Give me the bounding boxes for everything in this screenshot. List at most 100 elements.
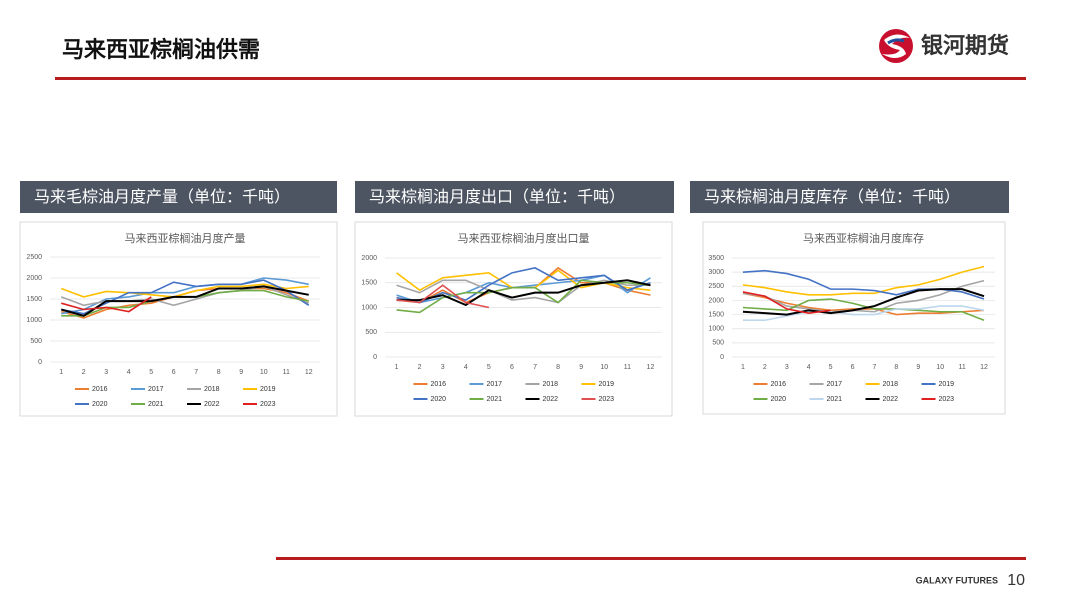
legend-label: 2023: [939, 396, 955, 403]
header-rule: [55, 77, 1026, 80]
y-tick-label: 2500: [708, 283, 724, 290]
x-tick-label: 11: [624, 364, 631, 371]
footer-rule: [276, 557, 1026, 560]
legend-label: 2018: [204, 386, 220, 393]
legend-label: 2021: [827, 396, 843, 403]
y-tick-label: 1500: [361, 280, 377, 287]
slide-title: 马来西亚棕榈油供需: [62, 37, 260, 62]
x-tick-label: 6: [851, 364, 855, 371]
legend-label: 2019: [939, 381, 955, 388]
x-tick-label: 10: [936, 364, 944, 371]
chart-frame: [19, 221, 338, 417]
x-tick-label: 6: [510, 364, 514, 371]
x-tick-label: 1: [395, 364, 399, 371]
series-line: [61, 279, 310, 315]
panel-header: [690, 181, 1009, 213]
y-tick-label: 1500: [708, 311, 724, 318]
series-line: [396, 279, 651, 307]
legend-label: 2019: [260, 386, 276, 393]
x-tick-label: 1: [741, 364, 745, 371]
legend-label: 2022: [543, 396, 559, 403]
x-tick-label: 7: [194, 369, 198, 376]
panel-header: [355, 181, 674, 213]
x-tick-label: 12: [305, 369, 313, 376]
legend-label: 2021: [148, 401, 164, 408]
chart-title: 马来西亚棕榈油月度产量: [125, 231, 246, 245]
y-tick-label: 500: [30, 338, 42, 345]
x-tick-label: 9: [916, 364, 920, 371]
x-tick-label: 9: [579, 364, 583, 371]
series-line: [742, 279, 985, 313]
legend-label: 2020: [92, 401, 108, 408]
x-tick-label: 5: [829, 364, 833, 371]
x-tick-label: 3: [441, 364, 445, 371]
y-tick-label: 3000: [708, 269, 724, 276]
x-tick-label: 8: [217, 369, 221, 376]
legend-label: 2017: [148, 386, 164, 393]
series-line: [742, 288, 985, 316]
chart-frame: [354, 221, 673, 417]
series-line: [396, 279, 651, 304]
y-tick-label: 3500: [708, 255, 724, 262]
x-tick-label: 1: [59, 369, 63, 376]
x-tick-label: 12: [647, 364, 655, 371]
legend-label: 2017: [827, 381, 843, 388]
y-tick-label: 2500: [26, 254, 42, 261]
page-number: 10: [1007, 572, 1025, 589]
y-tick-label: 2000: [708, 297, 724, 304]
x-tick-label: 5: [487, 364, 491, 371]
footer-brand: GALAXY FUTURES: [916, 575, 998, 585]
y-tick-label: 2000: [361, 255, 377, 262]
legend-label: 2018: [883, 381, 899, 388]
logo-text: 银河期货: [921, 33, 1009, 58]
y-tick-label: 1000: [26, 317, 42, 324]
x-tick-label: 4: [127, 369, 131, 376]
x-tick-label: 2: [418, 364, 422, 371]
x-tick-label: 12: [980, 364, 988, 371]
series-line: [742, 305, 985, 322]
x-tick-label: 9: [239, 369, 243, 376]
series-line: [60, 283, 309, 298]
series-line: [61, 296, 152, 313]
x-tick-label: 7: [533, 364, 537, 371]
series-line: [742, 291, 831, 314]
x-tick-label: 10: [260, 369, 268, 376]
x-tick-label: 2: [763, 364, 767, 371]
series-line: [742, 298, 985, 321]
legend-label: 2023: [260, 401, 276, 408]
panel-title: 马来棕榈油月度库存（单位：千吨）: [704, 188, 960, 206]
chart-title: 马来西亚棕榈油月度出口量: [458, 231, 590, 245]
y-tick-label: 1000: [361, 304, 377, 311]
x-tick-label: 4: [807, 364, 811, 371]
y-tick-label: 500: [712, 340, 724, 347]
y-tick-label: 1000: [708, 326, 724, 333]
y-tick-label: 500: [365, 329, 377, 336]
x-tick-label: 4: [464, 364, 468, 371]
legend-label: 2021: [487, 396, 503, 403]
legend-label: 2022: [204, 401, 220, 408]
x-tick-label: 10: [600, 364, 608, 371]
legend-label: 2020: [771, 396, 787, 403]
panel-title: 马来毛棕油月度产量（单位：千吨）: [34, 188, 290, 206]
x-tick-label: 3: [785, 364, 789, 371]
series-line: [60, 285, 309, 317]
legend-label: 2016: [92, 386, 108, 393]
panel-title: 马来棕榈油月度出口（单位：千吨）: [369, 188, 625, 206]
panel-header: [20, 181, 337, 213]
logo-icon: [879, 29, 913, 63]
y-tick-label: 0: [38, 359, 42, 366]
x-tick-label: 3: [104, 369, 108, 376]
y-tick-label: 0: [373, 354, 377, 361]
series-line: [742, 265, 985, 296]
legend-label: 2020: [431, 396, 447, 403]
x-tick-label: 7: [873, 364, 877, 371]
legend-label: 2023: [599, 396, 615, 403]
x-tick-label: 8: [894, 364, 898, 371]
chart-title: 马来西亚棕榈油月度库存: [803, 231, 924, 245]
x-tick-label: 6: [172, 369, 176, 376]
x-tick-label: 11: [283, 369, 290, 376]
y-tick-label: 2000: [26, 275, 42, 282]
series-line: [396, 267, 651, 304]
